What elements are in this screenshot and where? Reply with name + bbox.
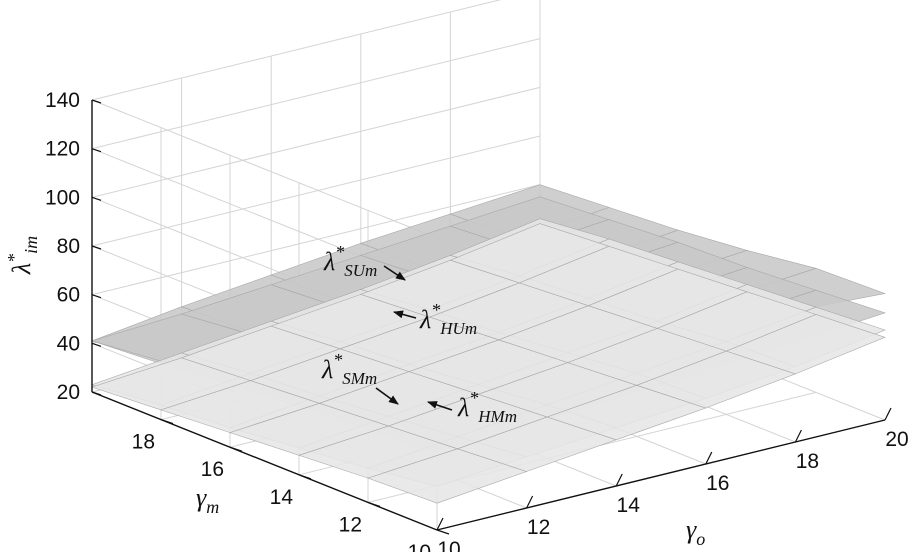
tick-labels: 10 12 14 16 18 20 10 12 14 16 18 20 40 60 80 100 120 140 [45,89,909,552]
y-tick [229,446,243,452]
y-tick-label: 12 [339,513,362,536]
annotation-hum: λ*HUm [393,300,477,338]
annotation-arrow-smm [375,387,399,405]
annotation-arrow-sum [383,265,406,281]
z-tick-label: 60 [57,284,80,307]
z-tick-label: 120 [45,138,80,161]
z-tick [91,294,102,299]
svg-text:λ*SMm: λ*SMm [321,350,377,388]
y-tick-label: 10 [408,541,431,552]
annotation-arrow-hum [393,310,417,319]
z-tick-label: 80 [57,235,80,258]
z-tick [91,148,102,153]
x-tick [526,495,534,509]
z-tick [91,196,102,201]
y-tick [160,419,174,425]
axes [91,99,892,535]
y-tick [436,529,450,535]
surface-cell [725,314,886,375]
z-tick [91,342,102,347]
x-tick [884,407,892,421]
z-tick-label: 20 [57,381,80,404]
grid-line [91,38,541,150]
z-tick [91,245,102,250]
annotation-sum: λ*SUm [323,242,406,281]
x-tick-label: 20 [885,428,908,451]
y-axis-line [91,391,438,531]
y-axis-label: γm [196,483,219,517]
z-tick [91,99,102,104]
z-tick-label: 140 [45,89,80,112]
annotation-arrow-hmm [427,401,453,411]
z-axis-label: λ*im [4,236,41,275]
y-tick-label: 16 [201,458,224,481]
z-tick-label: 100 [45,186,80,209]
y-tick-label: 14 [270,486,294,509]
surface-4 [91,223,886,504]
x-tick-label: 14 [617,494,641,517]
z-tick-label: 40 [57,332,80,355]
grid-line [91,99,438,239]
annotation-smm: λ*SMm [321,350,399,405]
x-axis-line [436,419,886,531]
x-tick-label: 12 [527,516,550,539]
x-tick-label: 16 [706,472,729,495]
y-tick [298,474,312,480]
x-tick-label: 10 [437,538,460,552]
svg-text:λ*SUm: λ*SUm [323,242,377,280]
z-tick [91,391,102,396]
grid-line [91,0,502,101]
y-tick-label: 18 [132,431,155,454]
grid-line [91,86,541,198]
annotation-hmm: λ*HMm [427,388,517,426]
surfaces [90,184,887,504]
x-tick [436,517,444,531]
x-axis-label: γo [686,515,705,549]
x-tick [705,451,713,465]
x-tick [794,429,802,443]
x-tick [615,473,623,487]
svg-text:λ*HUm: λ*HUm [419,300,477,338]
x-tick-label: 18 [796,450,819,473]
y-tick [367,501,381,507]
svg-text:λ*HMm: λ*HMm [457,388,517,426]
